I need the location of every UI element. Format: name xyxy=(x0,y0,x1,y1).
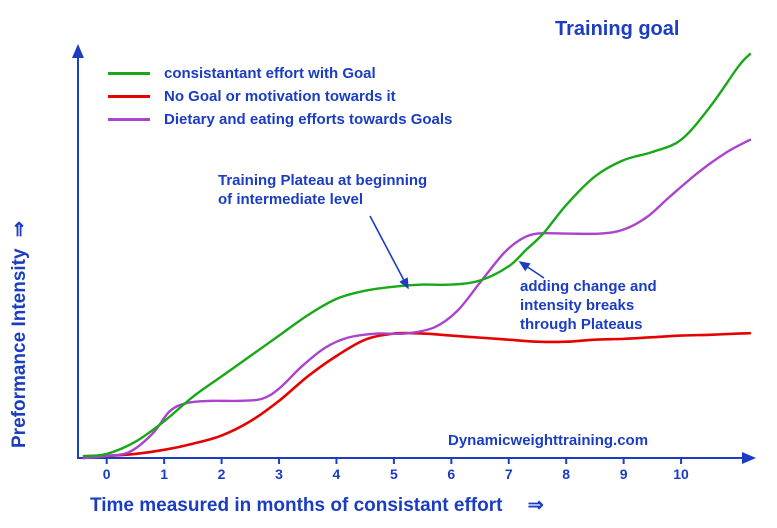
legend-label-green: consistantant effort with Goal xyxy=(164,65,376,82)
x-axis-label-text: Time measured in months of consistant ef… xyxy=(90,495,502,516)
annotation-arrows xyxy=(370,216,544,288)
x-tick-label: 2 xyxy=(218,466,226,482)
training-goal-chart: { "title": { "text": "Training goal", "f… xyxy=(0,0,777,528)
annotation-arrow xyxy=(370,216,408,288)
legend-label-red: No Goal or motivation towards it xyxy=(164,88,396,105)
legend-item-green: consistantant effort with Goal xyxy=(108,65,452,82)
annotation-arrow xyxy=(520,262,544,278)
x-tick-label: 1 xyxy=(160,466,168,482)
annotation-plateau-line1: Training Plateau at beginning xyxy=(218,172,427,191)
x-tick-label: 8 xyxy=(562,466,570,482)
annotation-break: adding change and intensity breaks throu… xyxy=(520,278,657,334)
x-tick-label: 5 xyxy=(390,466,398,482)
x-tick-label: 9 xyxy=(620,466,628,482)
annotation-break-line3: through Plateaus xyxy=(520,316,657,335)
x-tick-label: 10 xyxy=(673,466,689,482)
legend-label-purple: Dietary and eating efforts towards Goals xyxy=(164,111,452,128)
legend-swatch-red xyxy=(108,95,150,98)
x-axis-label-arrow: ⇒ xyxy=(528,495,544,516)
x-tick-label: 4 xyxy=(333,466,341,482)
chart-title: Training goal xyxy=(555,18,679,41)
annotation-plateau: Training Plateau at beginning of interme… xyxy=(218,172,427,210)
legend-swatch-purple xyxy=(108,118,150,121)
x-tick-label: 0 xyxy=(103,466,111,482)
x-tick-label: 7 xyxy=(505,466,513,482)
legend-item-purple: Dietary and eating efforts towards Goals xyxy=(108,111,452,128)
legend: consistantant effort with Goal No Goal o… xyxy=(108,65,452,134)
annotation-plateau-line2: of intermediate level xyxy=(218,191,427,210)
y-axis-label: Preformance Intensity ⇒ xyxy=(8,221,31,448)
y-axis-label-arrow: ⇒ xyxy=(9,221,30,237)
series-red xyxy=(84,333,750,458)
annotation-break-line1: adding change and xyxy=(520,278,657,297)
annotation-break-line2: intensity breaks xyxy=(520,297,657,316)
y-axis-label-text: Preformance Intensity xyxy=(9,248,30,448)
x-axis-label: Time measured in months of consistant ef… xyxy=(90,494,544,517)
legend-item-red: No Goal or motivation towards it xyxy=(108,88,452,105)
x-tick-label: 3 xyxy=(275,466,283,482)
watermark: Dynamicweighttraining.com xyxy=(448,432,648,449)
x-tick-label: 6 xyxy=(447,466,455,482)
legend-swatch-green xyxy=(108,72,150,75)
